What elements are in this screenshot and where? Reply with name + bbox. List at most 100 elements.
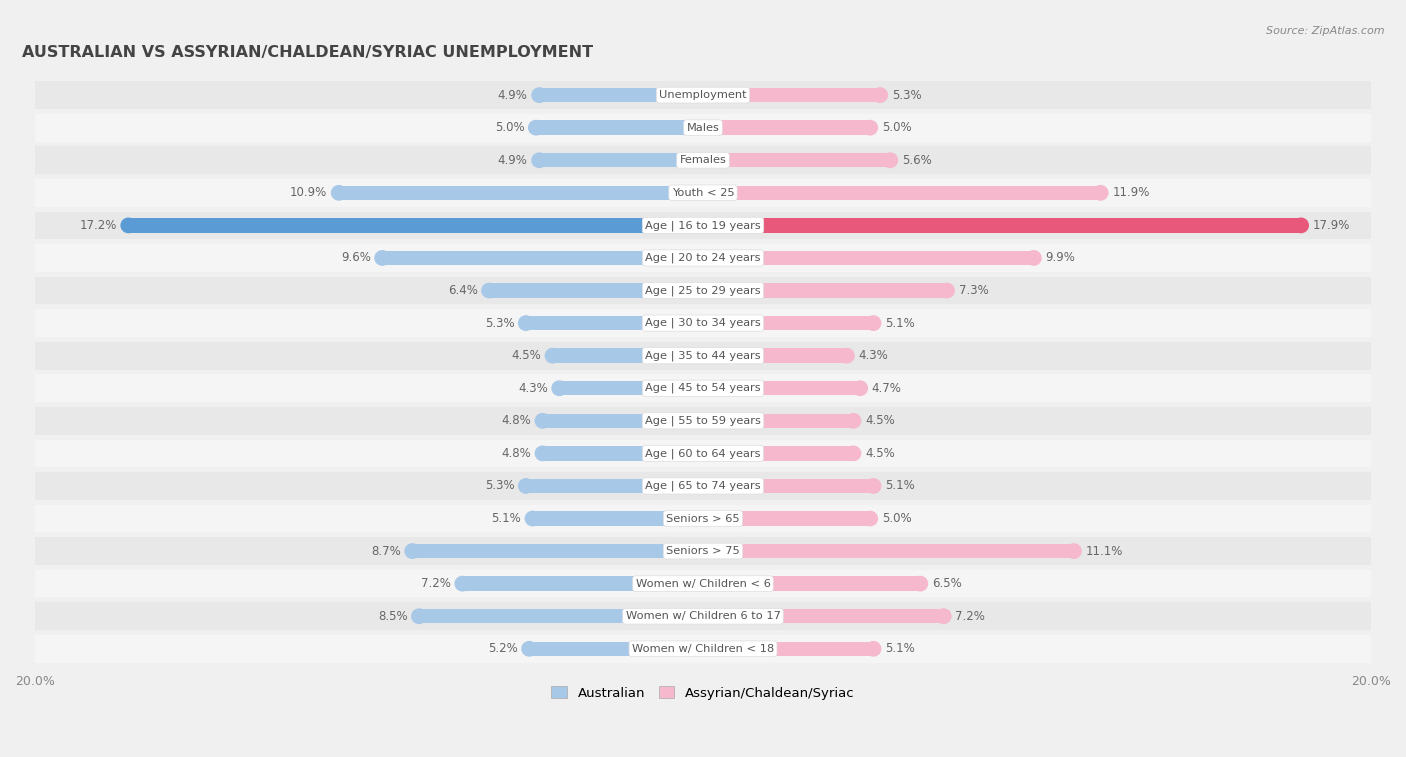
Bar [35,603,1371,630]
Text: 5.3%: 5.3% [485,479,515,493]
Circle shape [1066,544,1081,558]
Text: 5.2%: 5.2% [488,642,517,656]
Circle shape [846,446,860,460]
Bar [35,277,1371,304]
Bar [529,642,703,656]
Bar [536,120,703,135]
Text: 4.5%: 4.5% [865,447,894,459]
Circle shape [912,576,928,590]
Circle shape [536,446,550,460]
Text: 4.5%: 4.5% [865,414,894,427]
Circle shape [519,478,533,493]
Bar [526,316,703,330]
Text: Males: Males [686,123,720,132]
Circle shape [939,283,955,298]
Bar [553,348,703,363]
Bar [540,88,703,102]
Text: Age | 25 to 29 years: Age | 25 to 29 years [645,285,761,296]
Bar [35,342,1371,369]
Bar [35,146,1371,174]
Bar [703,609,943,624]
Text: Age | 65 to 74 years: Age | 65 to 74 years [645,481,761,491]
Circle shape [121,218,136,232]
Bar [35,472,1371,500]
Text: Women w/ Children < 6: Women w/ Children < 6 [636,578,770,589]
Bar [703,381,860,395]
Text: 4.3%: 4.3% [858,349,889,362]
Circle shape [846,413,860,428]
Bar [703,251,1033,265]
Bar [128,218,703,232]
Bar [35,179,1371,207]
Bar [382,251,703,265]
Circle shape [526,511,540,525]
Text: 4.8%: 4.8% [501,447,531,459]
Text: 17.9%: 17.9% [1313,219,1350,232]
Text: 4.3%: 4.3% [517,382,548,394]
Text: 5.0%: 5.0% [495,121,524,134]
Circle shape [522,642,537,656]
Text: Age | 60 to 64 years: Age | 60 to 64 years [645,448,761,459]
Circle shape [375,251,389,265]
Bar [543,446,703,460]
Text: Women w/ Children < 18: Women w/ Children < 18 [631,643,775,654]
Circle shape [405,544,420,558]
Text: 4.5%: 4.5% [512,349,541,362]
Text: 10.9%: 10.9% [290,186,328,199]
Text: 11.1%: 11.1% [1085,544,1123,558]
Text: Source: ZipAtlas.com: Source: ZipAtlas.com [1267,26,1385,36]
Text: 17.2%: 17.2% [79,219,117,232]
Circle shape [866,478,880,493]
Text: 7.3%: 7.3% [959,284,988,297]
Bar [35,211,1371,239]
Text: Seniors > 65: Seniors > 65 [666,513,740,524]
Text: 5.0%: 5.0% [882,512,911,525]
Text: AUSTRALIAN VS ASSYRIAN/CHALDEAN/SYRIAC UNEMPLOYMENT: AUSTRALIAN VS ASSYRIAN/CHALDEAN/SYRIAC U… [21,45,593,61]
Text: 5.1%: 5.1% [884,479,915,493]
Bar [703,218,1301,232]
Text: 4.9%: 4.9% [498,89,527,101]
Text: 5.6%: 5.6% [901,154,932,167]
Circle shape [863,511,877,525]
Text: Age | 35 to 44 years: Age | 35 to 44 years [645,350,761,361]
Text: Age | 55 to 59 years: Age | 55 to 59 years [645,416,761,426]
Circle shape [536,413,550,428]
Bar [543,413,703,428]
Bar [489,283,703,298]
Text: 4.8%: 4.8% [501,414,531,427]
Circle shape [863,120,877,135]
Bar [35,114,1371,142]
Circle shape [529,120,543,135]
Circle shape [866,316,880,330]
Bar [703,576,920,590]
Bar [703,153,890,167]
Circle shape [1026,251,1040,265]
Circle shape [531,88,547,102]
Bar [703,478,873,493]
Bar [540,153,703,167]
Circle shape [1092,185,1108,200]
Bar [35,310,1371,337]
Legend: Australian, Assyrian/Chaldean/Syriac: Australian, Assyrian/Chaldean/Syriac [546,681,860,705]
Bar [463,576,703,590]
Bar [35,407,1371,435]
Circle shape [873,88,887,102]
Bar [703,120,870,135]
Text: 5.0%: 5.0% [882,121,911,134]
Circle shape [553,381,567,395]
Text: 9.6%: 9.6% [340,251,371,264]
Text: 5.1%: 5.1% [491,512,522,525]
Bar [703,348,846,363]
Circle shape [456,576,470,590]
Circle shape [852,381,868,395]
Bar [35,570,1371,597]
Text: 6.4%: 6.4% [447,284,478,297]
Text: 5.1%: 5.1% [884,642,915,656]
Bar [703,316,873,330]
Text: Females: Females [679,155,727,165]
Circle shape [412,609,426,624]
Bar [703,283,946,298]
Bar [703,511,870,525]
Text: 11.9%: 11.9% [1112,186,1150,199]
Circle shape [519,316,533,330]
